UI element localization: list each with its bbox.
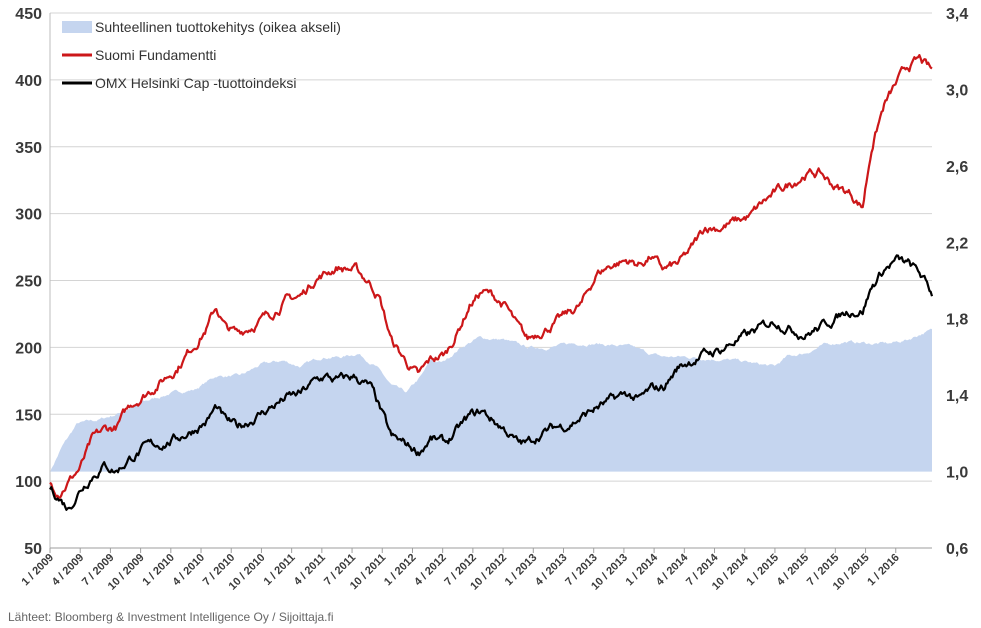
left-axis-tick: 400 [15,73,42,90]
left-axis-tick: 350 [15,140,42,157]
series-area-0 [50,328,932,473]
series-line-1 [49,54,933,500]
right-axis-tick: 2,2 [946,235,968,252]
right-axis-tick: 1,4 [946,388,968,405]
index-lines [49,54,934,511]
x-axis-tick: 1 / 2014 [624,551,661,588]
legend-label: OMX Helsinki Cap -tuottoindeksi [95,75,297,91]
legend-label: Suomi Fundamentti [95,47,216,63]
relative-performance-area [50,328,932,473]
legend: Suhteellinen tuottokehitys (oikea akseli… [62,19,341,91]
series-line-2 [49,254,934,511]
left-axis-tick: 100 [15,474,42,491]
right-axis-tick: 3,4 [946,6,968,23]
x-axis-tick: 1 / 2012 [382,552,419,589]
source-note: Lähteet: Bloomberg & Investment Intellig… [8,610,334,624]
x-axis-tick: 4 / 2013 [533,552,570,589]
right-axis-tick: 1,8 [946,312,968,329]
left-axis-tick: 150 [15,407,42,424]
x-axis-tick: 1 / 2011 [262,552,298,588]
left-axis-tick: 50 [24,541,42,558]
x-axis-tick: 1 / 2013 [503,552,540,589]
x-axis-tick: 4 / 2015 [775,552,812,589]
left-axis-tick: 450 [15,6,42,23]
legend-swatch [62,21,92,33]
right-axis-tick: 3,0 [946,82,968,99]
right-axis-ticks: 0,6 1,0 1,4 1,8 2,2 2,6 3,0 3,4 [946,6,968,558]
x-axis-tick: 1 / 2010 [140,552,177,589]
x-axis-tick: 4 / 2010 [171,552,208,589]
x-axis-tick: 4 / 2009 [50,552,87,589]
x-axis-tick: 4 / 2011 [292,552,328,588]
left-axis-tick: 200 [15,340,42,357]
left-axis-ticks: 50 100 150 200 250 300 350 400 450 [15,6,42,558]
right-axis-tick: 2,6 [946,159,968,176]
x-axis-tick: 4 / 2014 [654,551,691,588]
x-axis-tick: 1 / 2016 [865,552,902,589]
x-axis-tick: 4 / 2012 [412,552,449,589]
left-axis-tick: 300 [15,207,42,224]
right-axis-tick: 1,0 [946,465,968,482]
x-axis-tick: 1 / 2015 [744,552,781,589]
left-axis-tick: 250 [15,274,42,291]
right-axis-tick: 0,6 [946,541,968,558]
legend-label: Suhteellinen tuottokehitys (oikea akseli… [95,19,341,35]
